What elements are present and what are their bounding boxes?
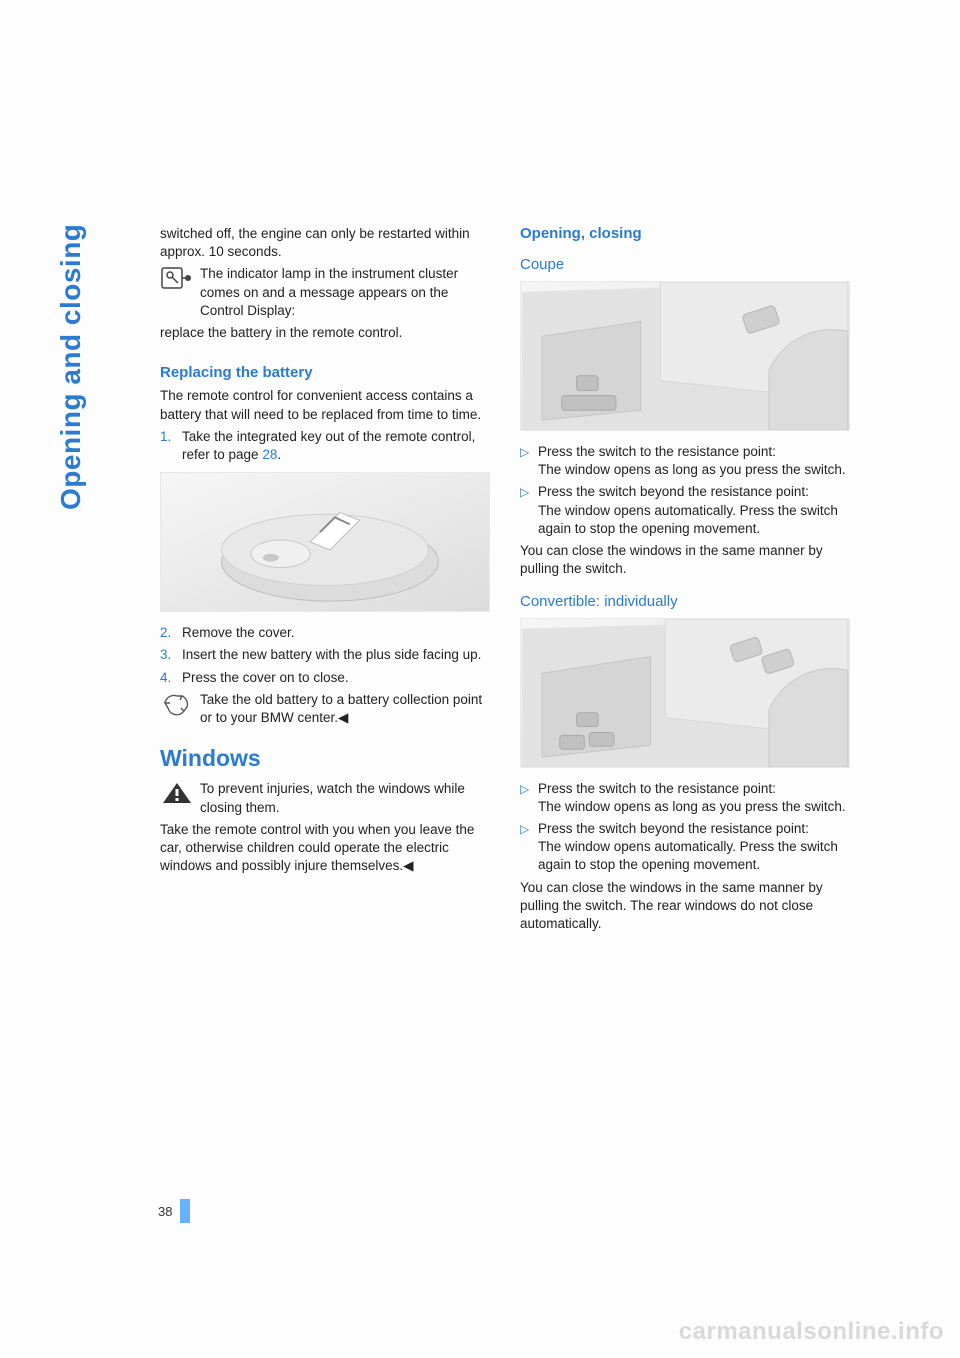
step-2: 2. Remove the cover.: [160, 624, 490, 642]
recycle-text: Take the old battery to a battery collec…: [200, 691, 490, 727]
triangle-bullet-icon: ▷: [520, 820, 538, 875]
section-tab: Opening and closing: [55, 220, 95, 510]
intro-paragraph: switched off, the engine can only be res…: [160, 225, 490, 261]
step-2-num: 2.: [160, 624, 182, 642]
conv-b2-sub: The window opens automatically. Press th…: [538, 839, 838, 872]
coupe-b2-sub: The window opens automatically. Press th…: [538, 503, 838, 536]
indicator-tail: replace the battery in the remote contro…: [160, 324, 490, 342]
step-1: 1. Take the integrated key out of the re…: [160, 428, 490, 464]
conv-bullet-1: ▷ Press the switch to the resistance poi…: [520, 780, 850, 816]
remote-battery-figure: [160, 472, 490, 612]
replacing-paragraph: The remote control for convenient access…: [160, 387, 490, 423]
page-number-area: 38: [158, 1199, 190, 1223]
conv-b2-text: Press the switch beyond the resistance p…: [538, 821, 809, 836]
coupe-close-para: You can close the windows in the same ma…: [520, 542, 850, 578]
key-indicator-icon: [160, 265, 194, 291]
step-1-text: Take the integrated key out of the remot…: [182, 428, 490, 464]
page-bar-icon: [180, 1199, 190, 1223]
manual-page: Opening and closing switched off, the en…: [0, 0, 960, 1358]
conv-b1-sub: The window opens as long as you press th…: [538, 799, 846, 814]
right-column: Opening, closing Coupe ▷ Press the switc…: [520, 225, 850, 937]
conv-b1-text: Press the switch to the resistance point…: [538, 781, 776, 796]
triangle-bullet-icon: ▷: [520, 780, 538, 816]
recycle-note: Take the old battery to a battery collec…: [160, 691, 490, 727]
coupe-bullet-1: ▷ Press the switch to the resistance poi…: [520, 443, 850, 479]
step-2-text: Remove the cover.: [182, 624, 490, 642]
coupe-b1-text: Press the switch to the resistance point…: [538, 444, 776, 459]
step-4: 4. Press the cover on to close.: [160, 669, 490, 687]
step-3: 3. Insert the new battery with the plus …: [160, 646, 490, 664]
opening-closing-heading: Opening, closing: [520, 225, 850, 242]
recycle-icon: [160, 691, 194, 717]
step-1-text-b: .: [277, 447, 281, 462]
page-number: 38: [158, 1204, 172, 1219]
watermark: carmanualsonline.info: [679, 1318, 944, 1346]
step-1-text-a: Take the integrated key out of the remot…: [182, 429, 475, 462]
warning-icon: [160, 780, 194, 806]
coupe-heading: Coupe: [520, 256, 850, 273]
convertible-switch-figure: [520, 618, 850, 768]
coupe-b1-sub: The window opens as long as you press th…: [538, 462, 846, 477]
step-4-num: 4.: [160, 669, 182, 687]
triangle-bullet-icon: ▷: [520, 443, 538, 479]
content-area: switched off, the engine can only be res…: [160, 225, 850, 937]
triangle-bullet-icon: ▷: [520, 483, 538, 538]
conv-bullet-2: ▷ Press the switch beyond the resistance…: [520, 820, 850, 875]
step-4-text: Press the cover on to close.: [182, 669, 490, 687]
convertible-heading: Convertible: individually: [520, 593, 850, 610]
left-column: switched off, the engine can only be res…: [160, 225, 490, 937]
indicator-lamp-note: The indicator lamp in the instrument clu…: [160, 265, 490, 320]
conv-close-para: You can close the windows in the same ma…: [520, 879, 850, 934]
step-3-text: Insert the new battery with the plus sid…: [182, 646, 490, 664]
warning-text: To prevent injuries, watch the windows w…: [200, 780, 490, 816]
coupe-b2-text: Press the switch beyond the resistance p…: [538, 484, 809, 499]
page-ref-28[interactable]: 28: [262, 447, 277, 462]
step-3-num: 3.: [160, 646, 182, 664]
indicator-text: The indicator lamp in the instrument clu…: [200, 265, 490, 320]
warning-paragraph: Take the remote control with you when yo…: [160, 821, 490, 876]
coupe-switch-figure: [520, 281, 850, 431]
coupe-bullet-2: ▷ Press the switch beyond the resistance…: [520, 483, 850, 538]
warning-note: To prevent injuries, watch the windows w…: [160, 780, 490, 816]
replacing-battery-heading: Replacing the battery: [160, 364, 490, 381]
step-1-num: 1.: [160, 428, 182, 464]
windows-heading: Windows: [160, 745, 490, 772]
